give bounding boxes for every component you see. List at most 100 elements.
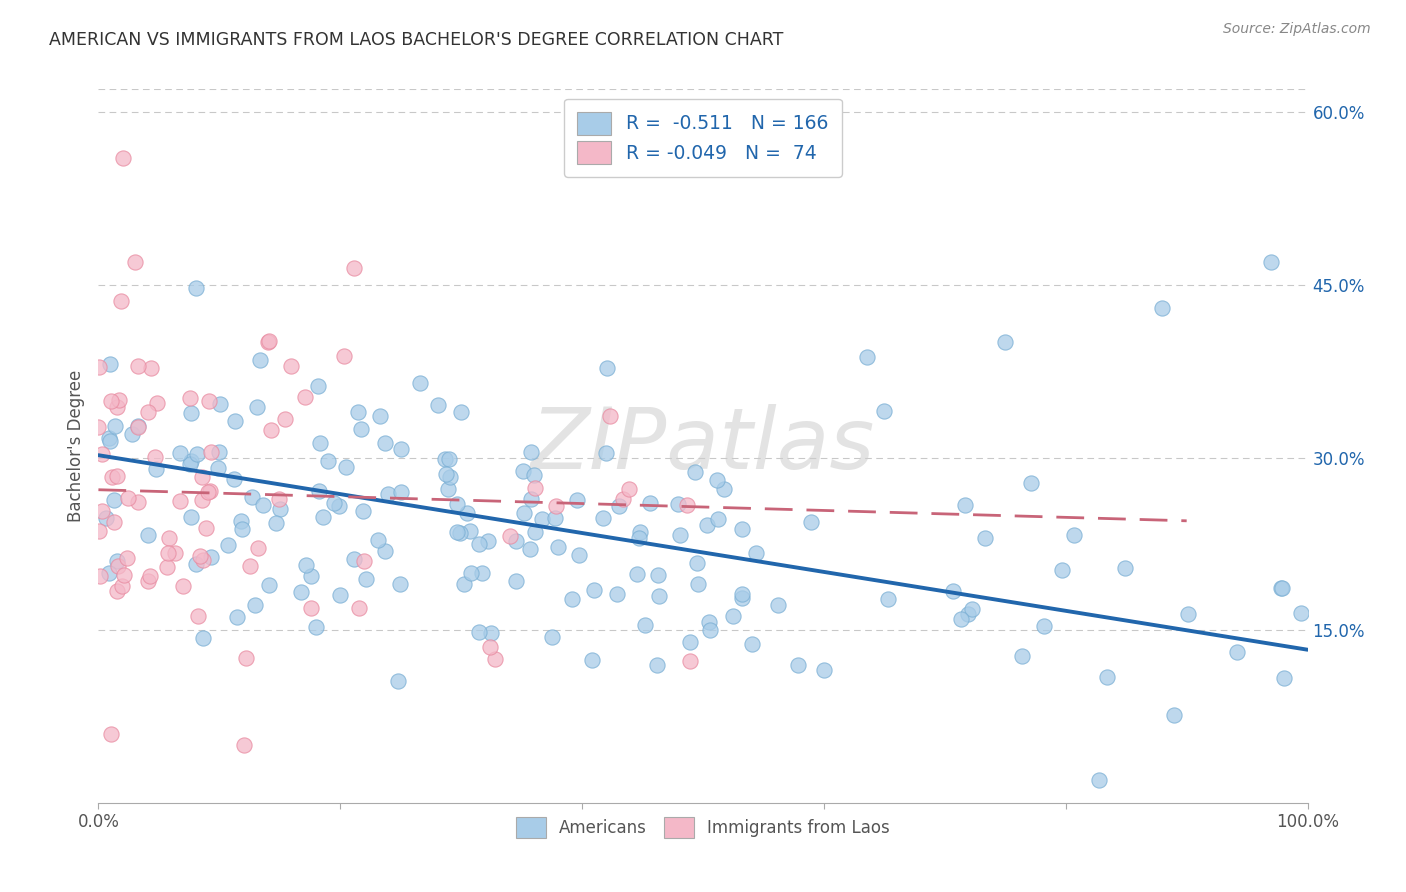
Point xyxy=(505,574,527,588)
Point xyxy=(342,552,364,566)
Point xyxy=(117,491,139,505)
Point xyxy=(436,467,458,481)
Point xyxy=(541,630,564,644)
Point xyxy=(273,412,295,426)
Point xyxy=(222,472,245,486)
Point xyxy=(612,491,634,506)
Point xyxy=(374,436,396,450)
Point xyxy=(505,533,527,548)
Point xyxy=(208,397,231,411)
Point xyxy=(100,394,122,409)
Point xyxy=(645,658,668,673)
Point xyxy=(477,533,499,548)
Point xyxy=(721,609,744,624)
Point xyxy=(89,524,111,538)
Point xyxy=(188,549,211,564)
Point xyxy=(1033,619,1056,633)
Point xyxy=(245,401,267,415)
Point xyxy=(252,498,274,512)
Point xyxy=(105,468,128,483)
Point xyxy=(1163,707,1185,722)
Point xyxy=(232,738,254,752)
Point xyxy=(308,484,330,499)
Point xyxy=(136,574,159,588)
Point xyxy=(1088,772,1111,787)
Point xyxy=(389,577,412,591)
Point xyxy=(156,560,179,574)
Point xyxy=(224,414,246,428)
Point xyxy=(731,587,754,601)
Point xyxy=(208,445,231,459)
Point xyxy=(98,566,121,581)
Point xyxy=(108,392,131,407)
Point xyxy=(1011,648,1033,663)
Point xyxy=(1152,301,1174,315)
Point xyxy=(512,464,534,478)
Point xyxy=(94,511,117,525)
Point xyxy=(136,528,159,542)
Point xyxy=(741,638,763,652)
Point xyxy=(111,151,134,165)
Point xyxy=(713,482,735,496)
Point xyxy=(468,536,491,550)
Point xyxy=(427,398,450,412)
Point xyxy=(368,409,391,423)
Point xyxy=(581,653,603,667)
Point xyxy=(305,620,328,634)
Point xyxy=(322,495,344,509)
Point xyxy=(460,524,482,538)
Point xyxy=(627,531,650,545)
Point xyxy=(191,470,214,484)
Point xyxy=(127,419,149,434)
Point xyxy=(280,359,302,373)
Point xyxy=(197,484,219,499)
Point xyxy=(596,361,619,376)
Point xyxy=(1260,255,1282,269)
Point xyxy=(679,635,702,649)
Point xyxy=(187,609,209,624)
Point xyxy=(523,524,546,539)
Point xyxy=(180,405,202,419)
Point xyxy=(249,352,271,367)
Point xyxy=(745,546,768,560)
Point xyxy=(994,335,1017,350)
Point xyxy=(180,510,202,524)
Point xyxy=(561,591,583,606)
Point xyxy=(112,568,135,582)
Point xyxy=(333,349,356,363)
Point xyxy=(607,499,630,513)
Point xyxy=(235,651,257,665)
Point xyxy=(523,467,546,482)
Point xyxy=(246,541,269,555)
Point xyxy=(949,612,972,626)
Point xyxy=(955,498,977,512)
Point xyxy=(217,538,239,552)
Point xyxy=(730,523,752,537)
Point xyxy=(124,255,146,269)
Point xyxy=(354,572,377,586)
Point xyxy=(229,514,252,528)
Point xyxy=(316,454,339,468)
Point xyxy=(648,590,671,604)
Point xyxy=(1226,645,1249,659)
Point xyxy=(449,525,471,540)
Point xyxy=(484,652,506,666)
Point xyxy=(582,582,605,597)
Point xyxy=(669,528,692,542)
Point xyxy=(568,548,591,562)
Point xyxy=(180,453,202,467)
Point xyxy=(460,566,482,580)
Point xyxy=(240,490,263,504)
Point xyxy=(172,579,194,593)
Text: Source: ZipAtlas.com: Source: ZipAtlas.com xyxy=(1223,22,1371,37)
Point xyxy=(115,551,138,566)
Point xyxy=(377,486,399,500)
Point xyxy=(595,445,617,459)
Point xyxy=(699,623,721,637)
Point xyxy=(186,447,208,461)
Point xyxy=(1177,607,1199,621)
Point xyxy=(145,462,167,476)
Point xyxy=(446,497,468,511)
Point xyxy=(1050,564,1073,578)
Point xyxy=(456,506,478,520)
